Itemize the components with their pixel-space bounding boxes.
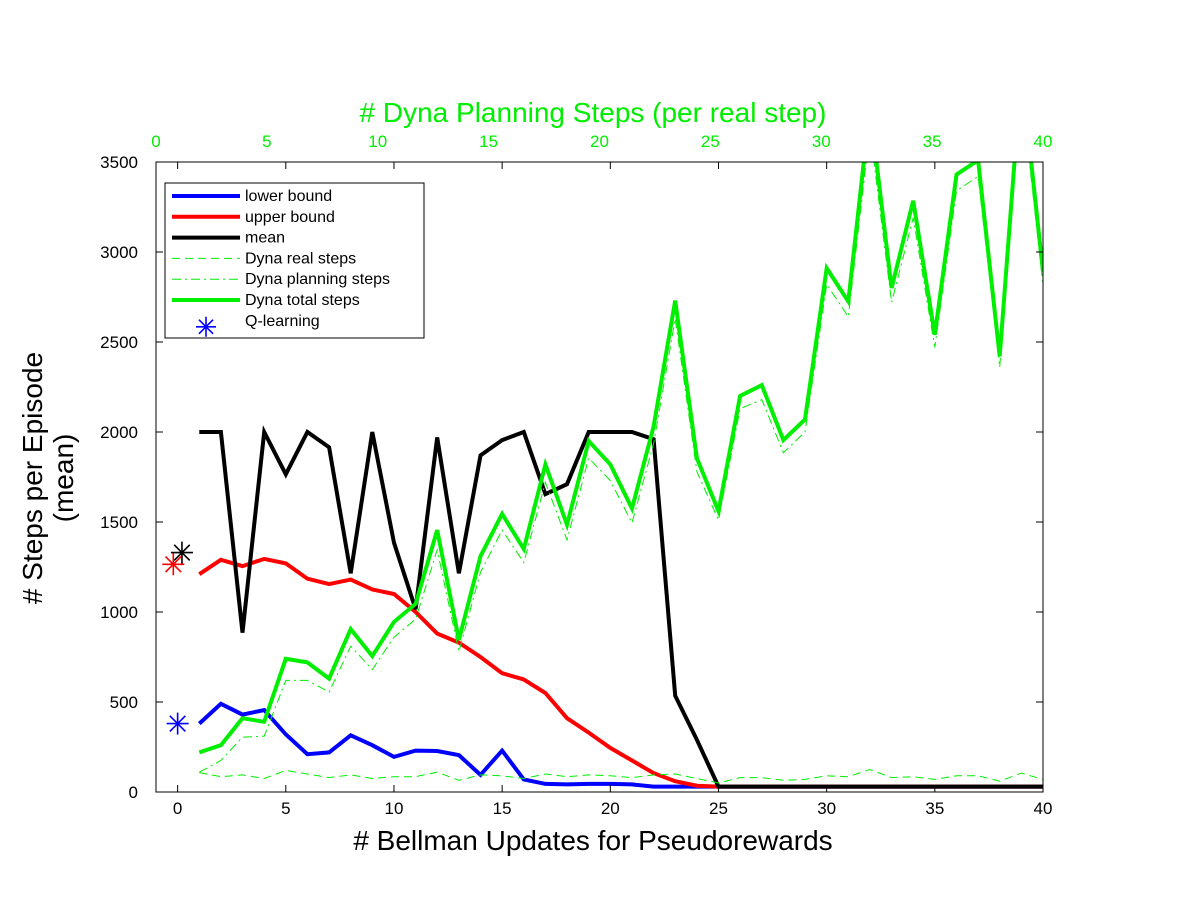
q-learning-marker-stroke <box>173 544 191 561</box>
y-tick-label: 2000 <box>100 423 138 442</box>
q-learning-marker-stroke <box>169 715 186 732</box>
x-axis: 0 5 10 15 20 25 30 35 40 <box>173 162 1053 818</box>
x-tick-label: 5 <box>281 799 290 818</box>
q-learning-marker-layer <box>162 541 193 735</box>
series-line-dyna-planning-steps <box>199 162 1043 773</box>
x-tick-label: 0 <box>173 799 182 818</box>
legend: lower bound upper bound mean Dyna real step… <box>164 182 425 339</box>
top-axis-title: # Dyna Planning Steps (per real step) <box>360 97 827 128</box>
y-axis-subtitle: (mean) <box>48 434 79 523</box>
top-tick-label: 20 <box>590 132 609 151</box>
y-tick-label: 3000 <box>100 243 138 262</box>
y-tick-label: 0 <box>129 783 138 802</box>
x-tick-label: 15 <box>493 799 512 818</box>
x-tick-label: 25 <box>709 799 728 818</box>
series-line-dyna-total-steps <box>198 162 1043 755</box>
top-tick-label: 35 <box>923 132 942 151</box>
top-tick-label: 10 <box>368 132 387 151</box>
x-tick-label: 40 <box>1034 799 1053 818</box>
plot-frame <box>155 161 1044 793</box>
y-axis: 0 500 1000 1500 2000 2500 3000 3500 <box>100 153 1043 802</box>
legend-label: Dyna planning steps <box>245 271 390 288</box>
top-tick-label: 0 <box>151 132 160 151</box>
top-tick-label: 15 <box>479 132 498 151</box>
y-tick-label: 3500 <box>100 153 138 172</box>
x-tick-label: 10 <box>385 799 404 818</box>
legend-label: upper bound <box>245 209 335 226</box>
q-learning-marker <box>170 541 193 564</box>
top-tick-label: 40 <box>1034 132 1053 151</box>
legend-label: Dyna real steps <box>245 250 356 267</box>
q-learning-marker <box>166 712 189 735</box>
x-tick-label: 35 <box>925 799 944 818</box>
legend-marker-q-learning <box>196 316 216 337</box>
q-learning-marker-stroke <box>164 555 182 573</box>
y-tick-label: 500 <box>110 693 138 712</box>
y-tick-label: 2500 <box>100 333 138 352</box>
y-tick-label: 1000 <box>100 603 138 622</box>
legend-label: mean <box>245 230 285 247</box>
top-axis: 0 5 10 15 20 25 30 35 40 <box>151 132 1052 151</box>
legend-label: lower bound <box>245 188 332 205</box>
top-tick-label: 30 <box>812 132 831 151</box>
x-axis-title: # Bellman Updates for Pseudorewards <box>353 825 832 856</box>
q-learning-marker <box>162 553 185 576</box>
series-layer <box>197 162 1043 789</box>
series-line-dyna-real-steps <box>199 768 1043 784</box>
series-line-mean <box>199 425 1043 789</box>
top-tick-label: 25 <box>701 132 720 151</box>
legend-marker-q-learning-stroke <box>198 319 214 335</box>
legend-label: Q-learning <box>245 313 320 330</box>
x-tick-label: 20 <box>601 799 620 818</box>
x-tick-label: 30 <box>817 799 836 818</box>
top-tick-label: 5 <box>262 132 271 151</box>
y-tick-label: 1500 <box>100 513 138 532</box>
legend-label: Dyna total steps <box>245 292 360 309</box>
y-axis-title: # Steps per Episode <box>17 352 48 604</box>
legend-box <box>164 182 425 339</box>
